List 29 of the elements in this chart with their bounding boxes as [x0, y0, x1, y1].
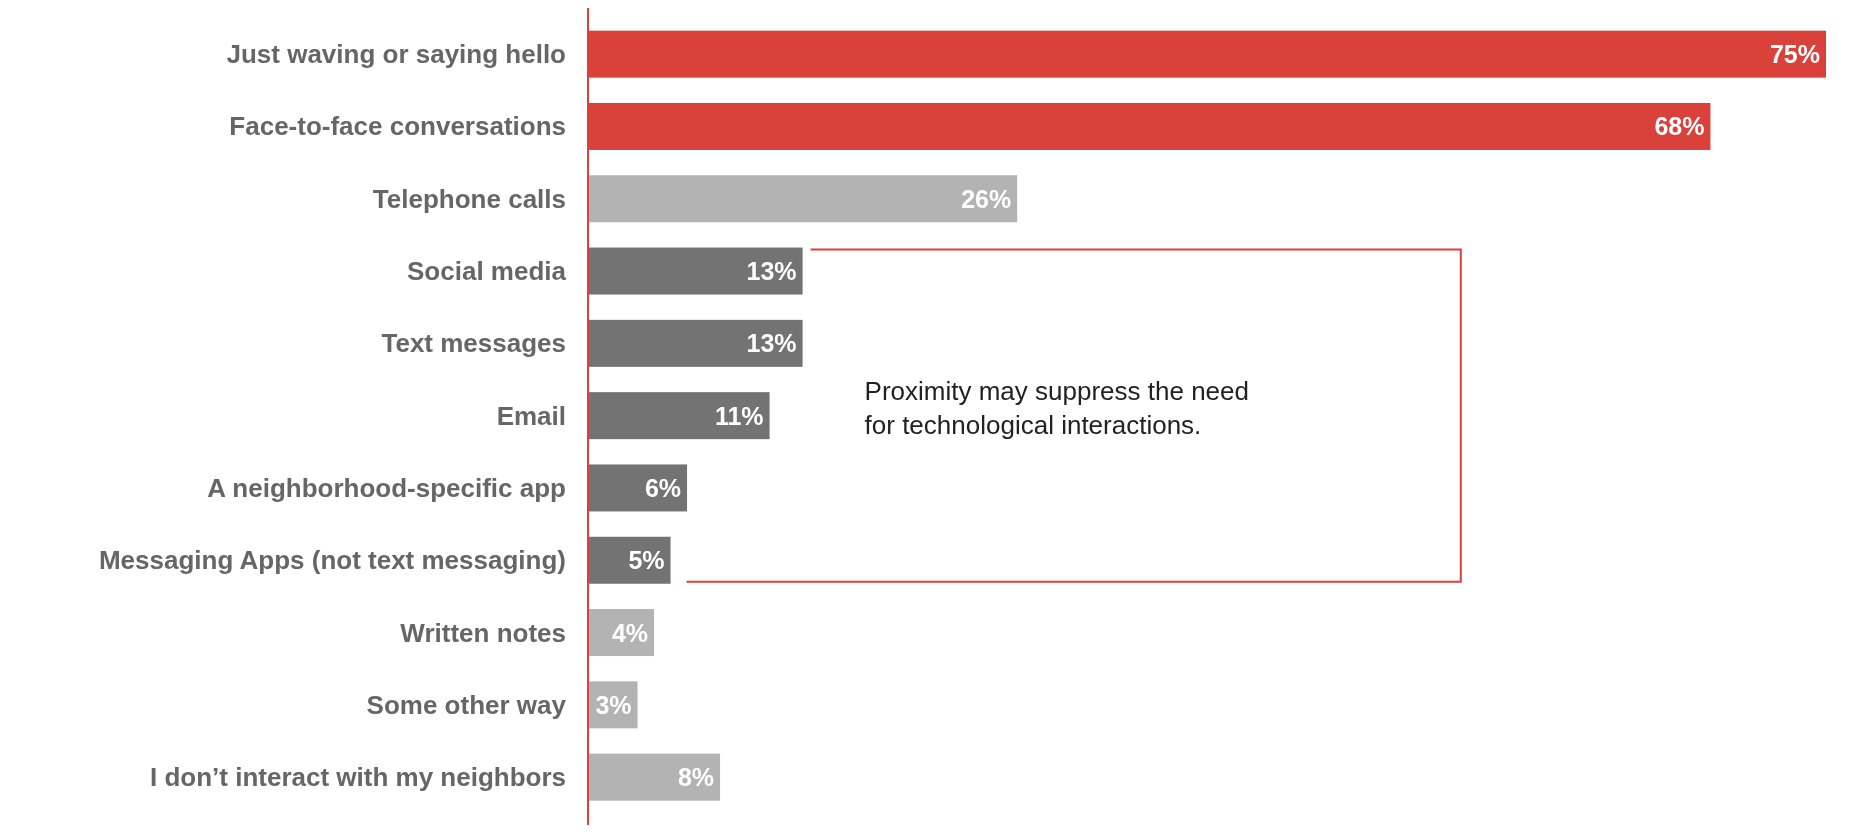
- y-tick-label: Some other way: [366, 689, 567, 720]
- data-label: 13%: [746, 329, 797, 358]
- y-tick-label: Email: [496, 400, 566, 431]
- bar: [588, 247, 803, 295]
- y-tick-label: Social media: [407, 256, 567, 287]
- y-tick-label: Text messages: [381, 328, 566, 359]
- data-label: 3%: [595, 690, 632, 719]
- data-label: 26%: [961, 184, 1012, 213]
- bar: [588, 392, 770, 440]
- data-label: 13%: [746, 257, 797, 286]
- y-tick-label: A neighborhood-specific app: [207, 472, 566, 503]
- data-label: 4%: [611, 618, 649, 647]
- bar: [588, 319, 803, 367]
- y-tick-label: Just waving or saying hello: [226, 39, 566, 70]
- y-tick-label: Telephone calls: [372, 183, 566, 214]
- y-tick-label: Face-to-face conversations: [229, 111, 566, 142]
- data-label: 68%: [1654, 112, 1705, 141]
- data-label: 5%: [628, 546, 665, 575]
- bar: [588, 175, 1018, 223]
- data-label: 75%: [1769, 40, 1820, 69]
- bar: [588, 464, 688, 512]
- y-tick-label: I don’t interact with my neighbors: [149, 762, 566, 793]
- bar: [588, 753, 721, 801]
- data-label: 11%: [714, 401, 764, 430]
- data-label: 8%: [677, 763, 715, 792]
- y-tick-label: Written notes: [400, 617, 566, 648]
- y-tick-label: Messaging Apps (not text messaging): [98, 545, 566, 576]
- data-label: 6%: [644, 473, 682, 502]
- annotation: Proximity may suppress the need for technological interactions.: [864, 375, 1249, 440]
